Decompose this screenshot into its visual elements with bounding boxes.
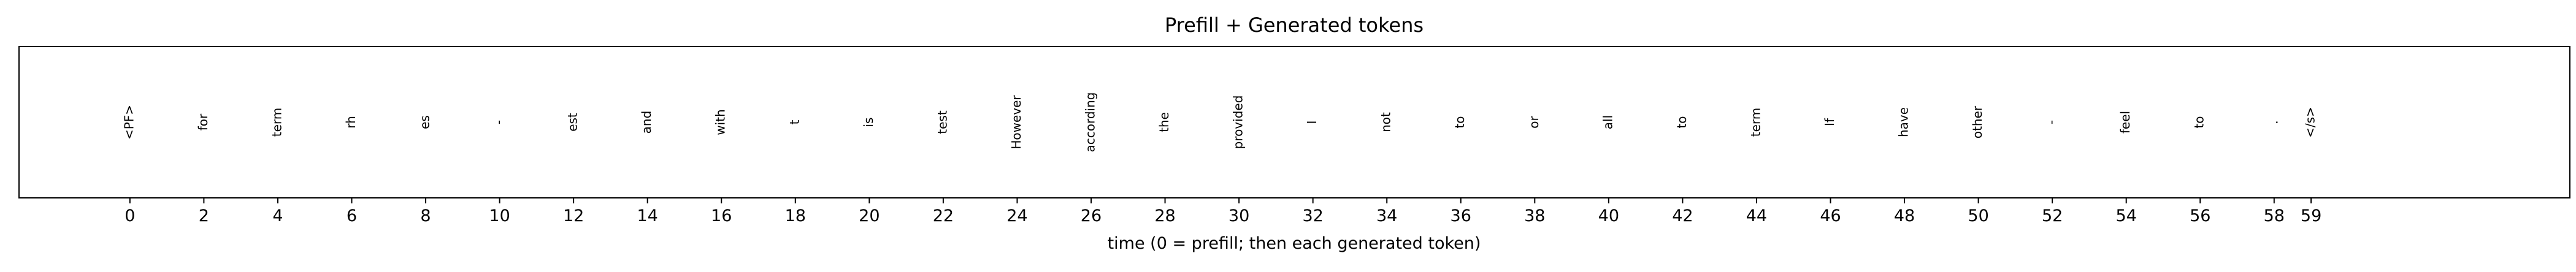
x-tick-label: 2 xyxy=(199,206,209,225)
x-tick-label: 18 xyxy=(785,206,806,225)
x-tick-label: 38 xyxy=(1524,206,1545,225)
x-tick-label: 8 xyxy=(420,206,431,225)
token-label: es xyxy=(418,115,432,129)
token-label: . xyxy=(2266,120,2280,124)
token-label: all xyxy=(1600,115,1615,129)
x-tick-label: 36 xyxy=(1451,206,1471,225)
x-tick-label: 48 xyxy=(1894,206,1915,225)
token-labels: <PF> for term rh es - est and with t is test However… xyxy=(121,93,2317,153)
token-label: not xyxy=(1379,112,1393,132)
x-tick-label: 6 xyxy=(347,206,357,225)
x-tick-label: 52 xyxy=(2042,206,2063,225)
x-tick-label: 28 xyxy=(1154,206,1175,225)
token-label: and xyxy=(639,111,654,134)
x-tick-label: 4 xyxy=(272,206,283,225)
token-label: for xyxy=(196,113,210,130)
token-label: is xyxy=(861,118,876,127)
token-label: or xyxy=(1527,115,1541,128)
token-label: t xyxy=(787,119,802,124)
x-tick-label: 12 xyxy=(563,206,584,225)
x-tick-label: 34 xyxy=(1376,206,1397,225)
token-label: - xyxy=(491,120,506,124)
x-tick-label: 32 xyxy=(1302,206,1323,225)
x-tick-label: 46 xyxy=(1820,206,1841,225)
x-axis-label: time (0 = prefill; then each generated t… xyxy=(1108,234,1481,253)
token-label: with xyxy=(713,109,728,135)
token-label: according xyxy=(1083,93,1097,153)
token-label: the xyxy=(1157,112,1171,132)
x-tick-label: 56 xyxy=(2190,206,2210,225)
token-label: However xyxy=(1009,95,1024,149)
x-tick-label: 16 xyxy=(711,206,732,225)
chart-title: Prefill + Generated tokens xyxy=(1165,13,1424,37)
token-label: feel xyxy=(2118,111,2133,134)
token-label: other xyxy=(1970,105,1985,138)
token-label: have xyxy=(1896,107,1911,137)
x-tick-label: 22 xyxy=(933,206,954,225)
token-label: term xyxy=(269,108,284,137)
token-label: to xyxy=(1674,116,1689,128)
x-tick-label: 58 xyxy=(2264,206,2285,225)
token-label: </s> xyxy=(2303,107,2318,138)
token-label: I xyxy=(1305,121,1319,124)
plot-area-frame xyxy=(18,46,2570,198)
x-tick-label: 40 xyxy=(1598,206,1619,225)
token-label: - xyxy=(2044,120,2059,124)
token-label: to xyxy=(1452,116,1467,128)
token-label: to xyxy=(2192,116,2207,128)
x-tick-label: 50 xyxy=(1968,206,1988,225)
x-tick-label: 44 xyxy=(1746,206,1767,225)
token-label: <PF> xyxy=(121,105,136,140)
x-tick-label: 24 xyxy=(1006,206,1027,225)
x-tick-label: 10 xyxy=(489,206,510,225)
token-label: provided xyxy=(1231,96,1246,149)
x-tick-label: 59 xyxy=(2301,206,2321,225)
x-tick-label: 20 xyxy=(859,206,880,225)
x-tick-label: 54 xyxy=(2116,206,2137,225)
x-tick-label: 0 xyxy=(125,206,135,225)
x-tick-label: 30 xyxy=(1229,206,1249,225)
token-label: est xyxy=(565,113,580,132)
x-tick-label: 26 xyxy=(1081,206,1102,225)
token-label: If xyxy=(1822,118,1837,126)
x-axis-ticks: 0 2 4 6 8 10 12 14 16 18 20 22 24 26 28 30 32 34 36 38 40 42 4… xyxy=(125,198,2321,225)
token-label: test xyxy=(935,110,949,134)
token-label: term xyxy=(1748,108,1763,137)
x-tick-label: 42 xyxy=(1672,206,1693,225)
x-tick-label: 14 xyxy=(637,206,658,225)
token-label: rh xyxy=(343,116,358,129)
